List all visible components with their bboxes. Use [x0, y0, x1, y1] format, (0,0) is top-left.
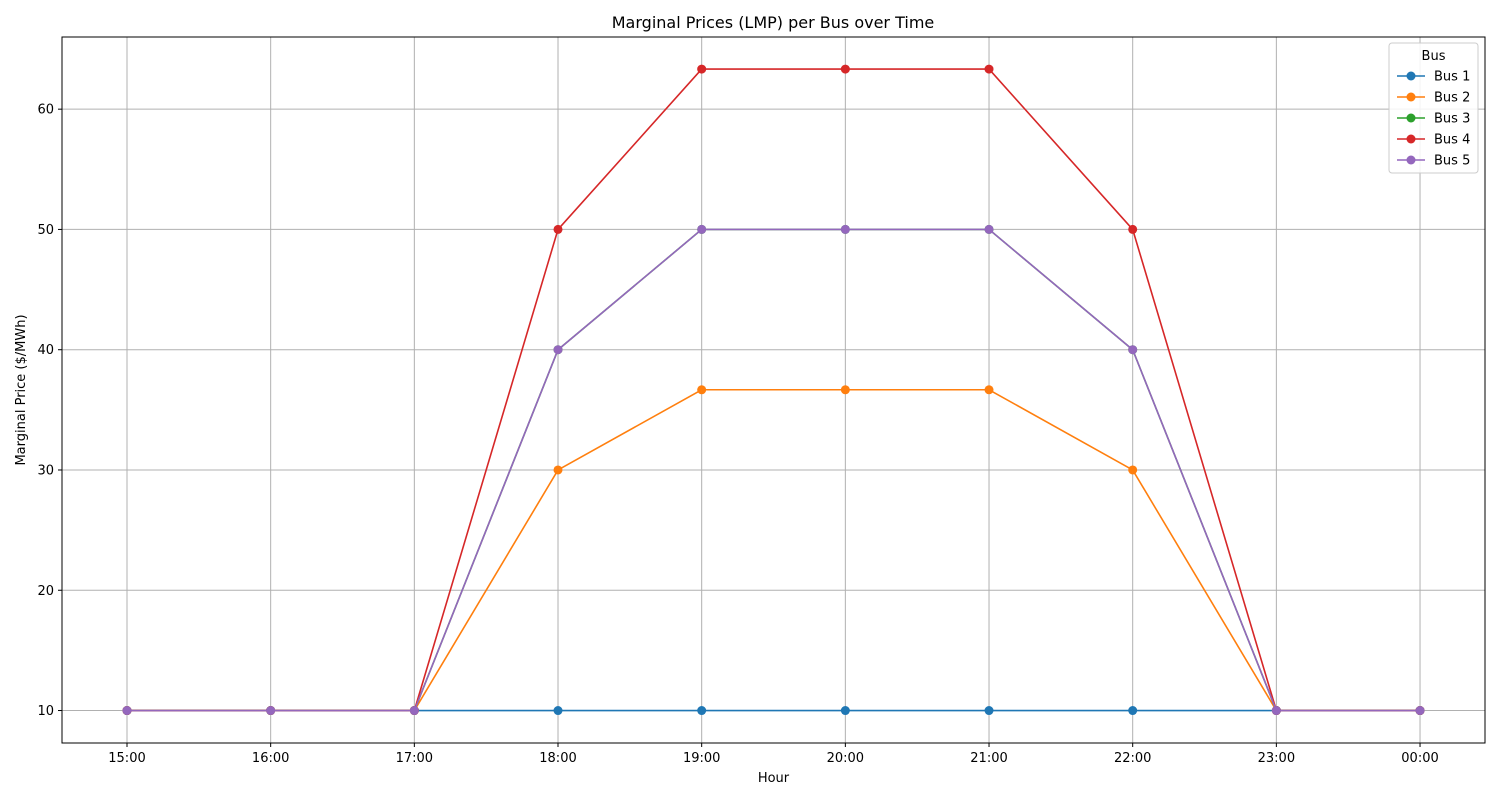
legend-label: Bus 5 [1434, 154, 1470, 169]
data-point-bus-5 [553, 345, 563, 355]
legend-marker [1406, 155, 1416, 165]
data-point-bus-2 [984, 385, 994, 395]
x-tick-label: 23:00 [1258, 751, 1295, 766]
legend-marker [1406, 134, 1416, 144]
legend-item-bus-1: Bus 1 [1397, 70, 1470, 85]
data-point-bus-4 [553, 224, 563, 234]
legend-marker [1406, 92, 1416, 102]
legend-item-bus-3: Bus 3 [1397, 112, 1470, 127]
x-tick-label: 19:00 [683, 751, 720, 766]
data-point-bus-1 [984, 706, 994, 716]
legend-marker [1406, 71, 1416, 81]
legend-item-bus-5: Bus 5 [1397, 154, 1470, 169]
series-bus-5 [122, 224, 1425, 716]
x-axis-label: Hour [758, 771, 790, 786]
data-point-bus-1 [697, 706, 707, 716]
data-point-bus-5 [266, 706, 276, 716]
y-tick-label: 20 [37, 584, 54, 599]
data-point-bus-4 [697, 64, 707, 74]
data-point-bus-5 [1271, 706, 1281, 716]
data-point-bus-5 [840, 224, 850, 234]
legend-title: Bus [1422, 49, 1446, 64]
y-tick-label: 50 [37, 223, 54, 238]
data-point-bus-5 [984, 224, 994, 234]
chart-title: Marginal Prices (LMP) per Bus over Time [612, 13, 935, 32]
x-tick-label: 18:00 [539, 751, 576, 766]
x-tick-label: 21:00 [970, 751, 1007, 766]
legend-label: Bus 2 [1434, 91, 1470, 106]
data-point-bus-4 [1128, 224, 1138, 234]
data-point-bus-2 [840, 385, 850, 395]
legend-item-bus-2: Bus 2 [1397, 91, 1470, 106]
y-axis-label: Marginal Price ($/MWh) [14, 314, 29, 465]
data-point-bus-5 [409, 706, 419, 716]
data-point-bus-1 [1128, 706, 1138, 716]
x-tick-label: 22:00 [1114, 751, 1151, 766]
x-axis-ticks: 15:00 16:00 17:00 18:00 19:00 20:00 21:00 22:00… [108, 743, 1439, 766]
x-tick-label: 16:00 [252, 751, 289, 766]
legend-label: Bus 4 [1434, 133, 1470, 148]
data-point-bus-5 [697, 224, 707, 234]
data-point-bus-1 [553, 706, 563, 716]
legend-item-bus-4: Bus 4 [1397, 133, 1470, 148]
x-tick-label: 00:00 [1401, 751, 1438, 766]
data-point-bus-4 [840, 64, 850, 74]
x-tick-label: 17:00 [396, 751, 433, 766]
data-point-bus-2 [553, 465, 563, 475]
data-point-bus-1 [840, 706, 850, 716]
y-tick-label: 10 [37, 704, 54, 719]
data-point-bus-5 [122, 706, 132, 716]
legend-label: Bus 1 [1434, 70, 1470, 85]
series-line-bus-5 [127, 228, 1421, 712]
legend-marker [1406, 113, 1416, 123]
y-tick-label: 40 [37, 343, 54, 358]
x-tick-label: 20:00 [827, 751, 864, 766]
series-line-bus-2 [127, 388, 1421, 712]
y-axis-ticks: 10 20 30 40 50 60 [37, 103, 62, 719]
data-point-bus-2 [697, 385, 707, 395]
legend: Bus Bus 1 Bus 2 Bus 3 Bus 4 Bus 5 [1388, 42, 1479, 174]
data-point-bus-5 [1415, 706, 1425, 716]
data-point-bus-4 [984, 64, 994, 74]
y-tick-label: 60 [37, 103, 54, 118]
x-tick-label: 15:00 [108, 751, 145, 766]
data-point-bus-5 [1128, 345, 1138, 355]
plot-frame [61, 36, 1486, 744]
series-lines [122, 64, 1425, 716]
y-tick-label: 30 [37, 463, 54, 478]
data-point-bus-2 [1128, 465, 1138, 475]
legend-label: Bus 3 [1434, 112, 1470, 127]
